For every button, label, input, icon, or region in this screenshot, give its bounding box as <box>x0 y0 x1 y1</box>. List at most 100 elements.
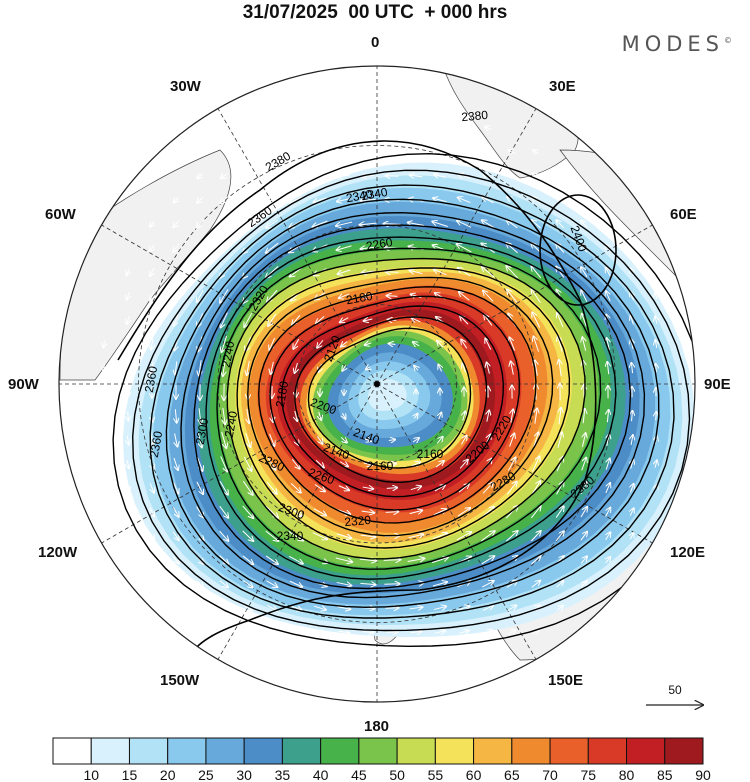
wind-vector <box>337 509 350 514</box>
wind-vector <box>268 150 277 154</box>
wind-vector <box>432 582 447 587</box>
wind-vector <box>247 408 249 423</box>
wind-vector <box>364 439 371 441</box>
wind-vector <box>412 128 421 129</box>
height-contour <box>247 276 554 537</box>
wind-vector <box>580 532 587 541</box>
wind-vector <box>437 341 444 348</box>
wind-vector <box>482 220 495 229</box>
colorbar-swatch <box>358 737 398 765</box>
wind-vector <box>127 292 130 299</box>
contour-label: 2180 <box>345 289 374 307</box>
wind-vector <box>220 242 229 253</box>
contour-label: 2360 <box>147 430 165 459</box>
wind-vector <box>220 605 228 610</box>
wind-vector <box>408 222 425 225</box>
wind-vector <box>339 655 349 656</box>
wind-vector <box>606 532 611 541</box>
wind-vector <box>291 630 300 633</box>
wind-vector <box>482 581 493 588</box>
height-contours <box>112 140 695 656</box>
wind-vector <box>410 175 423 177</box>
wind-vector <box>556 606 563 611</box>
wind-vector <box>243 196 253 203</box>
wind-vector <box>340 680 348 681</box>
wind-vector <box>557 174 564 179</box>
wind-vector <box>431 557 448 564</box>
wind-vector <box>242 555 253 564</box>
wind-vector <box>151 338 153 350</box>
colorbar-label: 50 <box>389 767 405 782</box>
colorbar-swatch <box>664 737 704 765</box>
wind-vector <box>268 313 277 326</box>
wind-vector <box>458 484 469 493</box>
contour-label: 2340 <box>360 185 389 203</box>
colorbar-swatch <box>52 737 92 765</box>
wind-vector <box>581 458 586 471</box>
wind-vector <box>172 506 178 517</box>
wind-vector <box>338 269 351 274</box>
map-title: 31/07/2025 00 UTC + 000 hrs <box>0 0 750 26</box>
wind-vector <box>582 314 587 327</box>
wind-vector <box>411 462 420 466</box>
wind-vector <box>338 485 349 490</box>
height-contour <box>236 267 571 549</box>
wind-vector <box>267 630 276 634</box>
wind-vector <box>511 409 513 423</box>
wind-vector <box>360 535 376 537</box>
wind-vector <box>247 360 250 375</box>
title-lead: + 000 hrs <box>424 2 508 23</box>
wind-vector <box>341 341 348 346</box>
colorbar-label: 20 <box>160 767 176 782</box>
wind-vector <box>631 435 633 446</box>
wind-vector <box>150 532 154 540</box>
wind-vector <box>265 555 278 564</box>
lon-label-90w: 90W <box>8 376 39 393</box>
wind-vector <box>197 196 204 203</box>
wind-vector <box>532 456 539 472</box>
wind-vector <box>631 315 634 325</box>
wind-vector <box>387 464 396 465</box>
wind-vector <box>340 317 349 323</box>
wind-vector <box>530 531 540 542</box>
wind-vector <box>245 432 251 447</box>
wind-vector <box>267 289 278 302</box>
wind-vector <box>292 314 301 324</box>
contour-label: 2340 <box>345 187 374 205</box>
wind-vector <box>408 534 424 537</box>
wind-vector <box>410 631 422 632</box>
wind-vector <box>432 533 447 540</box>
wind-vector <box>532 173 540 179</box>
wind-vector <box>630 533 634 540</box>
wind-vector <box>433 509 446 516</box>
wind-vector <box>533 432 539 448</box>
wind-vector <box>313 197 327 202</box>
wind-vector <box>458 268 471 277</box>
height-contour <box>149 184 675 619</box>
wind-vector <box>266 481 277 494</box>
wind-vector <box>581 267 588 278</box>
wind-vector <box>535 360 538 376</box>
wind-vector <box>196 606 203 611</box>
lon-label-60e: 60E <box>670 206 697 223</box>
wind-vector <box>362 632 373 633</box>
colorbar-swatch <box>511 737 551 765</box>
wind-vector <box>582 433 585 447</box>
colorbar-swatch <box>549 737 589 765</box>
colorbar-swatch <box>434 737 475 765</box>
wind-vectors <box>103 127 657 681</box>
colorbar-label: 10 <box>83 767 99 782</box>
wind-vector <box>219 530 229 541</box>
colorbar-label: 70 <box>542 767 558 782</box>
wind-vector <box>244 630 252 634</box>
wind-vector <box>481 556 495 565</box>
wind-vector <box>433 606 446 609</box>
wind-vector <box>606 483 610 494</box>
wind-vector <box>656 364 657 373</box>
wind-vector <box>558 336 563 352</box>
colorbar-label: 85 <box>657 767 673 782</box>
wind-vector <box>316 316 325 323</box>
wind-vector <box>580 556 587 564</box>
lon-label-120w: 120W <box>38 544 78 561</box>
wind-vector <box>606 268 611 277</box>
